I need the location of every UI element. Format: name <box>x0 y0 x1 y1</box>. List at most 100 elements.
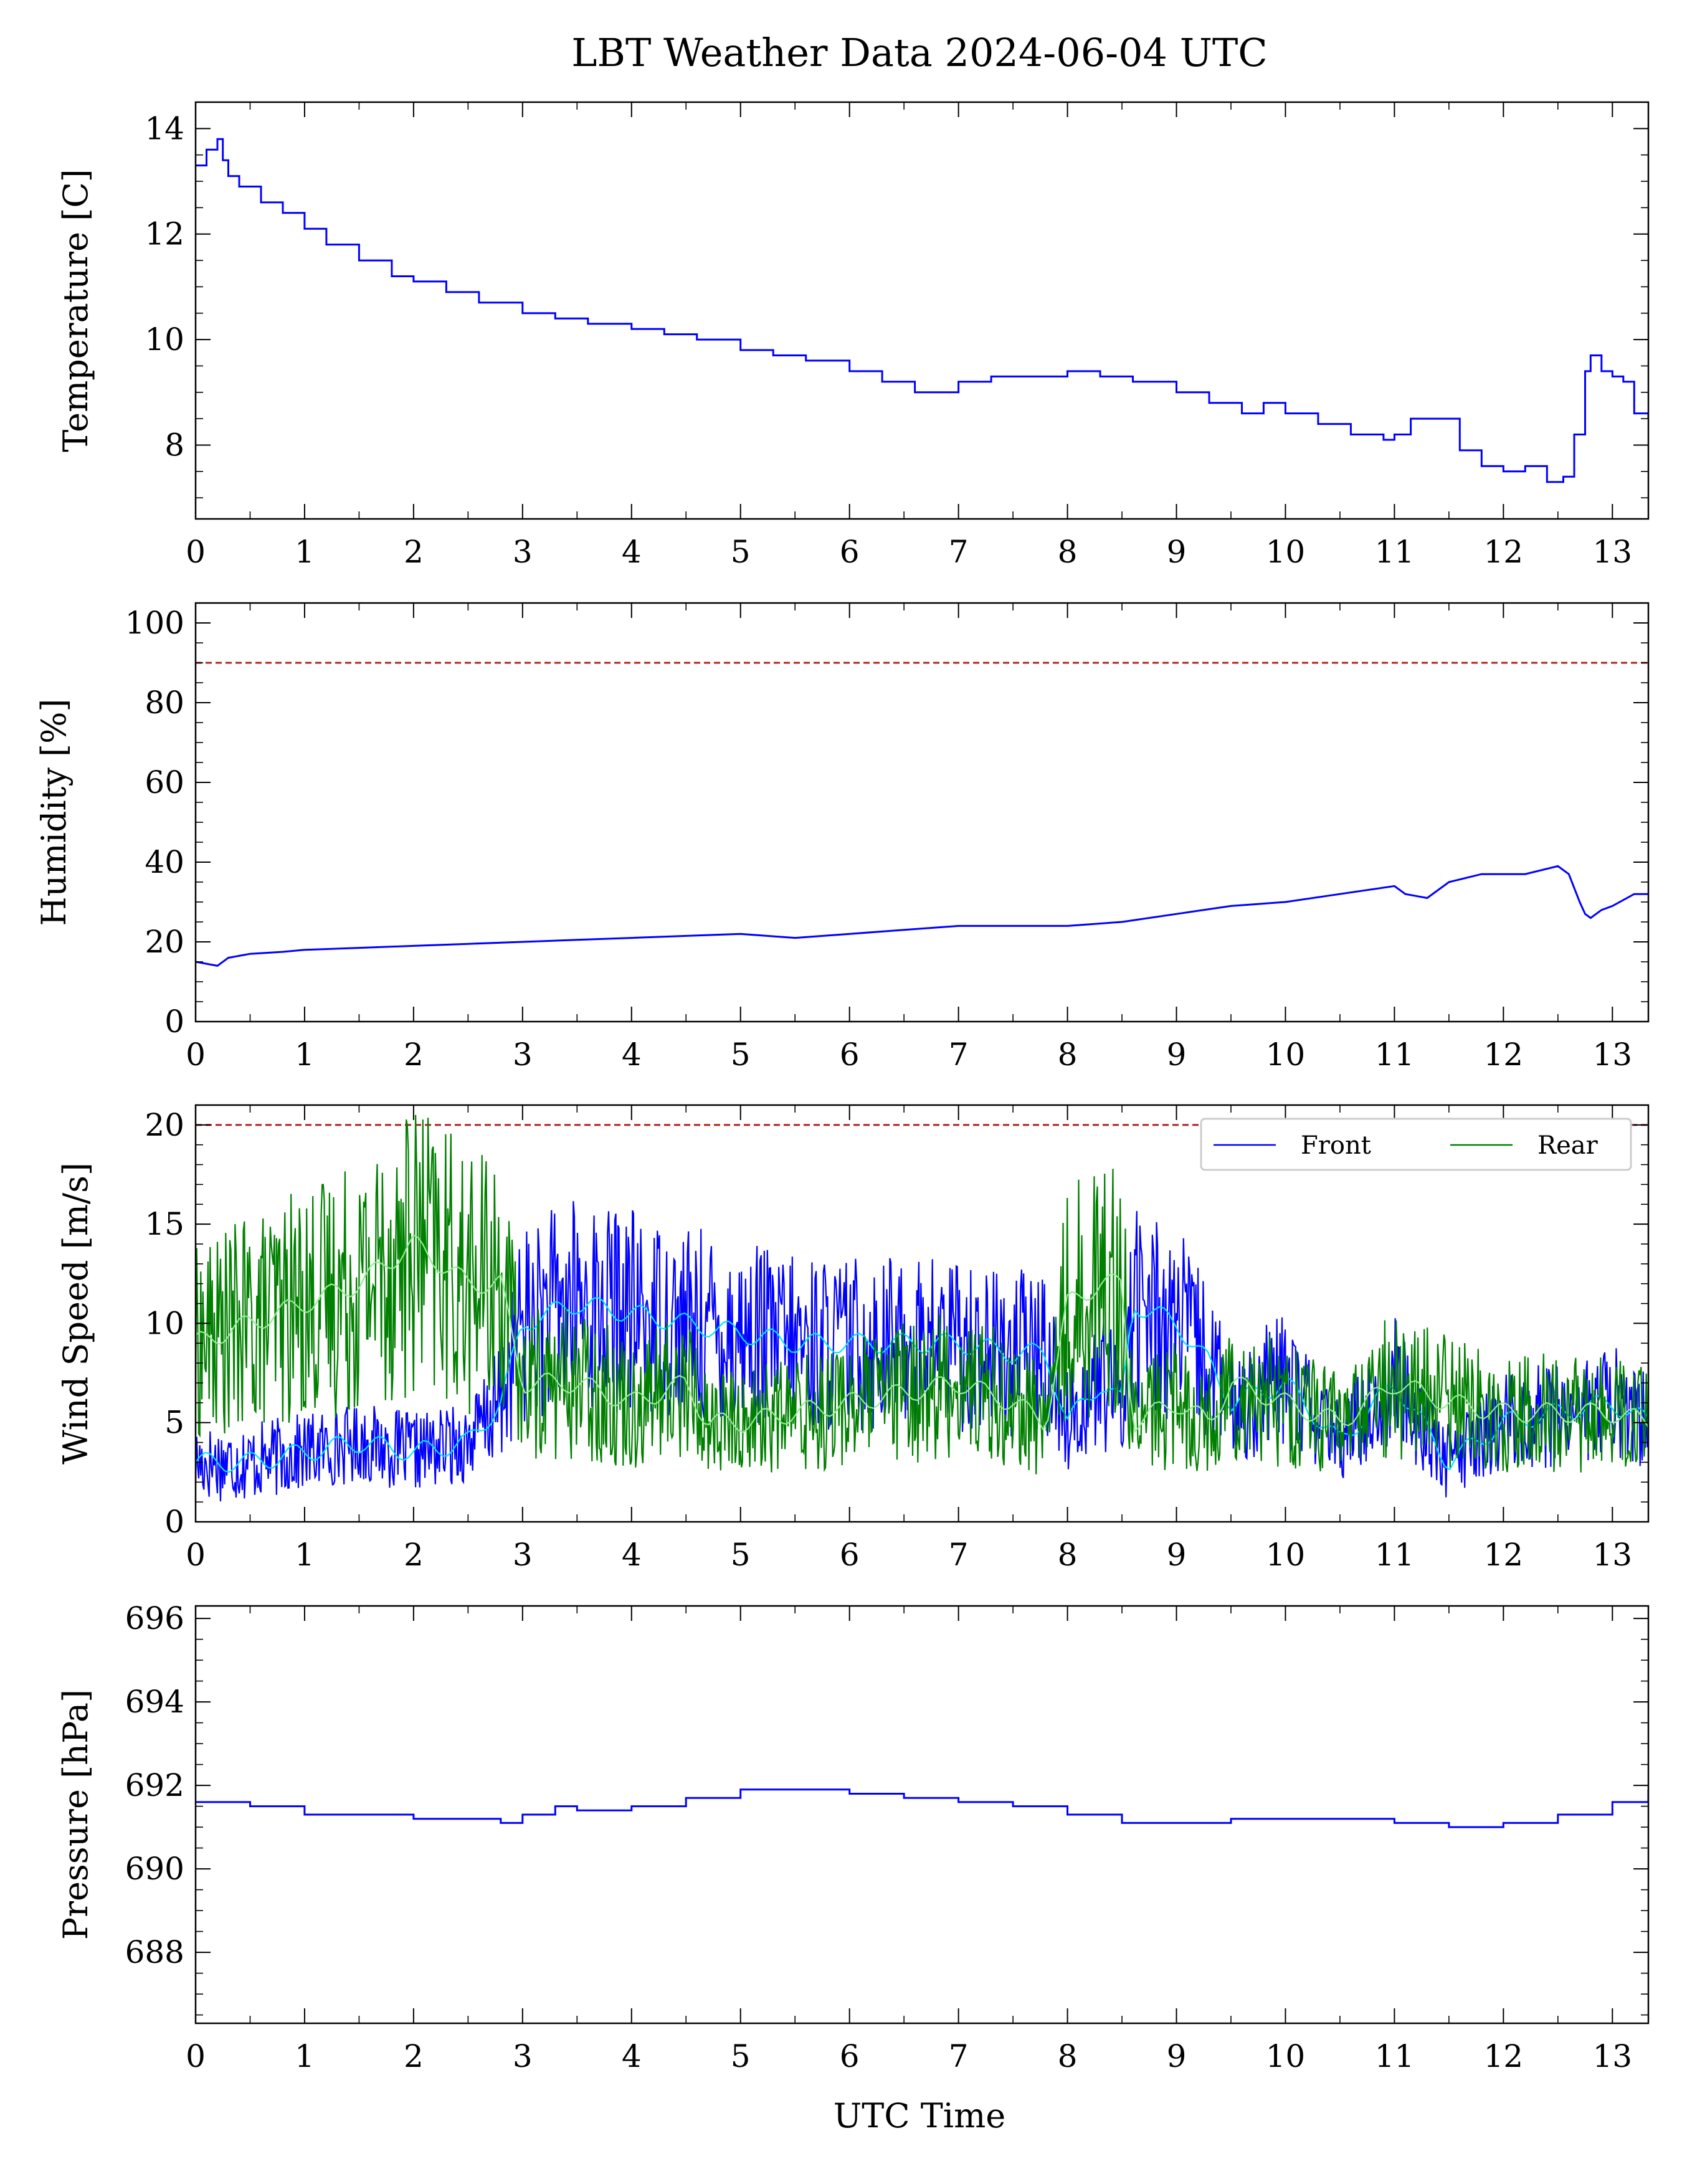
x-tick-label: 7 <box>949 2038 969 2074</box>
y-tick-label: 40 <box>145 844 184 880</box>
y-tick-label: 60 <box>145 764 184 800</box>
x-tick-label: 11 <box>1375 1537 1415 1573</box>
x-tick-label: 9 <box>1167 1037 1187 1073</box>
y-tick-label: 692 <box>125 1767 184 1803</box>
x-tick-label: 3 <box>513 534 533 570</box>
y-tick-label: 690 <box>125 1851 184 1887</box>
x-tick-label: 8 <box>1058 2038 1078 2074</box>
y-tick-label: 694 <box>125 1684 184 1720</box>
x-tick-label: 9 <box>1167 534 1187 570</box>
x-tick-label: 5 <box>731 1037 751 1073</box>
plot-area <box>196 138 1648 483</box>
y-tick-label: 0 <box>164 1004 184 1040</box>
x-tick-label: 2 <box>404 2038 424 2074</box>
x-tick-label: 6 <box>840 1037 860 1073</box>
plot-frame <box>194 101 1650 520</box>
x-tick-label: 4 <box>622 1037 642 1073</box>
x-tick-label: 10 <box>1266 1537 1306 1573</box>
y-axis-title: Temperature [C] <box>56 169 95 452</box>
legend-label-rear: Rear <box>1537 1131 1599 1160</box>
plot-area <box>196 865 1648 967</box>
y-tick-label: 15 <box>145 1206 184 1242</box>
x-tick-label: 9 <box>1167 2038 1187 2074</box>
x-tick-label: 10 <box>1266 2038 1306 2074</box>
y-tick-label: 14 <box>145 110 184 146</box>
y-tick-label: 696 <box>125 1600 184 1636</box>
y-tick-label: 20 <box>145 1107 184 1143</box>
legend-box <box>1200 1118 1632 1171</box>
chart-panel-4: 0 1 2 3 4 5 6 7 8 9 10 11 12 13688690692694696Pressur… <box>56 1600 1650 2074</box>
x-tick-label: 4 <box>622 1537 642 1573</box>
x-tick-label: 2 <box>404 1537 424 1573</box>
x-axis-title: UTC Time <box>834 2096 1005 2135</box>
x-tick-label: 12 <box>1484 1037 1524 1073</box>
plot-area <box>196 1114 1648 1502</box>
x-tick-label: 3 <box>513 1037 533 1073</box>
x-tick-label: 3 <box>513 1537 533 1573</box>
x-tick-label: 1 <box>295 534 315 570</box>
x-tick-label: 5 <box>731 1537 751 1573</box>
x-tick-label: 0 <box>186 1037 206 1073</box>
x-tick-label: 13 <box>1592 1037 1632 1073</box>
y-tick-label: 10 <box>145 1305 184 1341</box>
y-tick-label: 80 <box>145 685 184 721</box>
x-tick-label: 2 <box>404 1037 424 1073</box>
x-tick-label: 13 <box>1592 534 1632 570</box>
x-tick-label: 1 <box>295 1037 315 1073</box>
y-axis-title: Pressure [hPa] <box>56 1689 95 1940</box>
x-tick-label: 8 <box>1058 1537 1078 1573</box>
x-tick-label: 13 <box>1592 1537 1632 1573</box>
x-tick-label: 1 <box>295 2038 315 2074</box>
x-tick-label: 2 <box>404 534 424 570</box>
legend: Front Rear <box>1200 1118 1632 1171</box>
x-tick-label: 11 <box>1375 534 1415 570</box>
plot-frame <box>194 602 1650 1023</box>
x-tick-label: 5 <box>731 2038 751 2074</box>
y-axis-title: Humidity [%] <box>34 698 74 926</box>
x-tick-label: 8 <box>1058 534 1078 570</box>
plot-area <box>196 1788 1648 1828</box>
x-tick-label: 5 <box>731 534 751 570</box>
series-line-rear <box>196 1114 1648 1474</box>
x-tick-label: 7 <box>949 534 969 570</box>
y-tick-label: 8 <box>164 427 184 463</box>
legend-label-front: Front <box>1301 1131 1371 1160</box>
y-tick-label: 10 <box>145 321 184 358</box>
x-tick-label: 12 <box>1484 534 1524 570</box>
x-tick-label: 3 <box>513 2038 533 2074</box>
x-tick-label: 6 <box>840 2038 860 2074</box>
x-tick-label: 0 <box>186 2038 206 2074</box>
x-tick-label: 1 <box>295 1537 315 1573</box>
y-tick-label: 100 <box>125 605 184 641</box>
x-tick-label: 6 <box>840 1537 860 1573</box>
x-tick-label: 12 <box>1484 2038 1524 2074</box>
x-tick-label: 11 <box>1375 2038 1415 2074</box>
y-axis-title: Wind Speed [m/s] <box>56 1162 95 1465</box>
x-tick-label: 6 <box>840 534 860 570</box>
x-tick-label: 4 <box>622 534 642 570</box>
x-tick-label: 8 <box>1058 1037 1078 1073</box>
y-tick-label: 12 <box>145 216 184 252</box>
x-tick-label: 10 <box>1266 534 1306 570</box>
x-tick-label: 10 <box>1266 1037 1306 1073</box>
plot-frame <box>194 1605 1650 2025</box>
y-tick-label: 0 <box>164 1504 184 1540</box>
x-tick-label: 11 <box>1375 1037 1415 1073</box>
x-tick-label: 7 <box>949 1037 969 1073</box>
series-line-front <box>196 1201 1648 1502</box>
x-tick-label: 13 <box>1592 2038 1632 2074</box>
y-tick-label: 20 <box>145 924 184 960</box>
series-smooth-rear <box>196 1234 1648 1433</box>
y-tick-label: 5 <box>164 1405 184 1441</box>
plot-frame <box>194 1104 1650 1523</box>
series-line-front <box>196 1788 1648 1828</box>
x-tick-label: 0 <box>186 1537 206 1573</box>
series-line-front <box>196 138 1648 483</box>
series-line-front <box>196 865 1648 967</box>
x-tick-label: 0 <box>186 534 206 570</box>
